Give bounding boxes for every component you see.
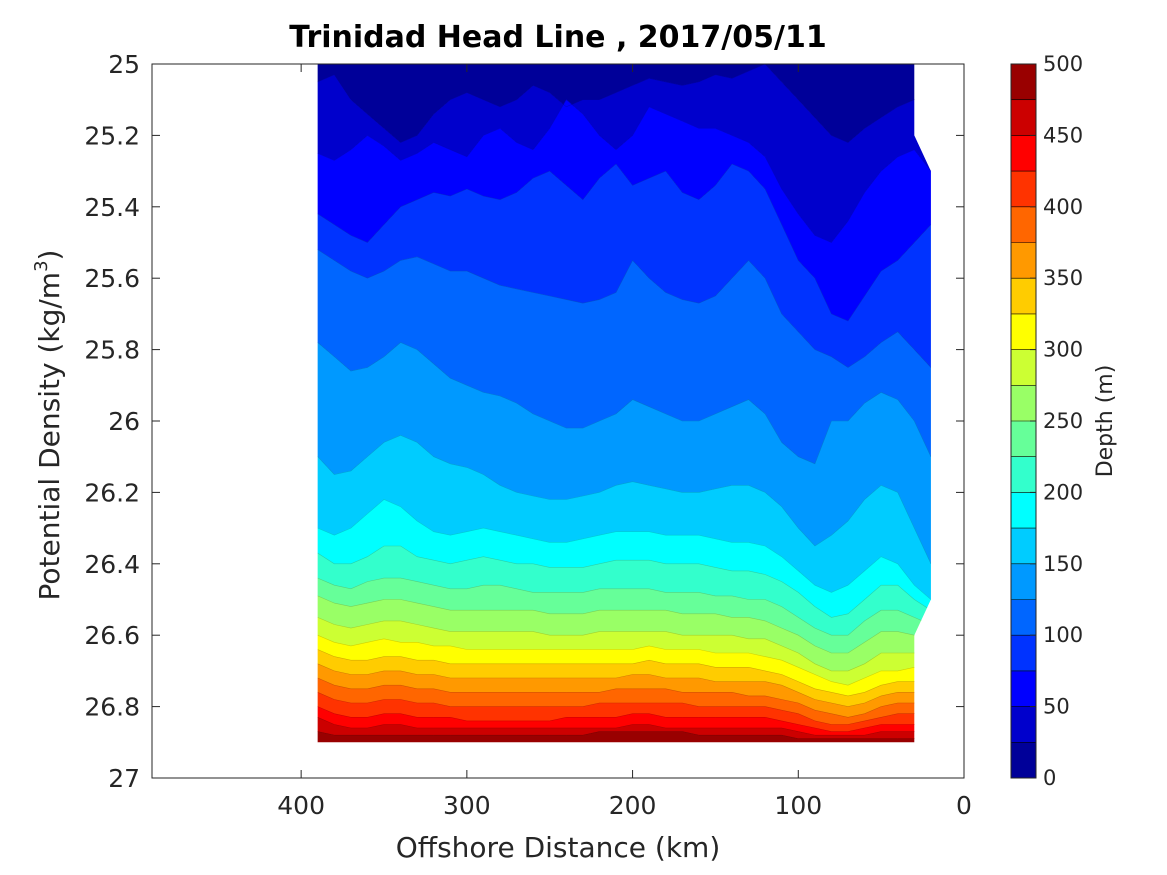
colorbar-swatch: [1011, 349, 1036, 386]
y-tick-label: 25: [108, 50, 140, 79]
colorbar-swatch: [1011, 456, 1036, 493]
contour-line-225: [317, 577, 931, 636]
colorbar-tick-label: 100: [1043, 623, 1083, 647]
contour-line-125: [317, 342, 931, 465]
y-tick-label: 26.8: [84, 693, 140, 722]
contour-fill-group: [317, 64, 931, 743]
y-tick-label: 27: [108, 764, 140, 793]
contour-line-175: [317, 499, 931, 600]
colorbar-swatch: [1011, 421, 1036, 458]
colorbar-swatch: [1011, 742, 1036, 779]
y-axis-label-superscript: 3: [31, 260, 52, 271]
y-tick-label: 25.4: [84, 193, 140, 222]
y-axis-label-close: ): [33, 250, 66, 261]
x-tick-label: 300: [443, 791, 491, 820]
contour-line-150: [317, 434, 931, 564]
y-tick-label: 25.2: [84, 121, 140, 150]
colorbar-tick-label: 400: [1043, 195, 1083, 219]
y-tick-label: 26.2: [84, 478, 140, 507]
x-tick-label: 0: [956, 791, 972, 820]
colorbar-swatch: [1011, 99, 1036, 136]
colorbar: [1011, 64, 1036, 779]
colorbar-swatch: [1011, 206, 1036, 243]
contour-line-75: [317, 163, 931, 322]
y-axis-label-main: Potential Density (kg/m: [33, 272, 66, 601]
colorbar-label: Depth (m): [1093, 365, 1118, 478]
y-axis: 25 25.2 25.4 25.6 25.8 26 26.2 26.4 26.6 26.8 27: [84, 50, 964, 793]
contour-line-275: [317, 617, 931, 672]
colorbar-ticks: 0 50 100 150 200 250 300 350 400 450 500: [1030, 52, 1083, 790]
colorbar-swatch: [1011, 528, 1036, 565]
colorbar-swatch: [1011, 563, 1036, 600]
colorbar-tick-label: 50: [1043, 695, 1070, 719]
contour-line-200: [317, 545, 931, 618]
colorbar-swatch: [1011, 64, 1036, 101]
x-axis-label: Offshore Distance (km): [396, 831, 721, 864]
colorbar-swatch: [1011, 278, 1036, 315]
colorbar-tick-label: 300: [1043, 338, 1083, 362]
y-tick-label: 25.8: [84, 336, 140, 365]
colorbar-tick-label: 450: [1043, 123, 1083, 147]
colorbar-swatch: [1011, 492, 1036, 529]
contour-line-375: [317, 677, 931, 718]
colorbar-swatch: [1011, 670, 1036, 707]
colorbar-tick-label: 200: [1043, 480, 1083, 504]
colorbar-swatch: [1011, 135, 1036, 172]
contour-line-100: [317, 249, 931, 368]
colorbar-swatch: [1011, 599, 1036, 636]
contour-line-350: [317, 663, 931, 707]
colorbar-swatch: [1011, 171, 1036, 208]
colorbar-swatch: [1011, 385, 1036, 422]
colorbar-tick-label: 0: [1043, 766, 1056, 790]
colorbar-swatch: [1011, 313, 1036, 350]
colorbar-swatch: [1011, 706, 1036, 743]
x-tick-label: 200: [609, 791, 657, 820]
contour-line-400: [317, 692, 931, 725]
x-tick-label: 100: [774, 791, 822, 820]
contour-line-425: [317, 706, 931, 732]
contour-line-25: [317, 64, 931, 143]
y-tick-label: 26.4: [84, 550, 140, 579]
contour-line-50: [317, 99, 931, 243]
contour-line-450: [317, 717, 931, 736]
colorbar-swatch: [1011, 635, 1036, 672]
contour-line-325: [317, 649, 931, 697]
colorbar-tick-label: 500: [1043, 52, 1083, 76]
chart-title: Trinidad Head Line , 2017/05/11: [289, 20, 826, 55]
x-tick-label: 400: [277, 791, 325, 820]
contour-line-250: [317, 595, 931, 654]
contour-band-475-500: [317, 731, 931, 743]
colorbar-tick-label: 350: [1043, 266, 1083, 290]
contour-line-475: [317, 731, 931, 739]
y-axis-label: Potential Density (kg/m3): [31, 250, 66, 601]
y-tick-label: 26.6: [84, 621, 140, 650]
colorbar-tick-label: 250: [1043, 409, 1083, 433]
y-tick-label: 25.6: [84, 264, 140, 293]
colorbar-tick-label: 150: [1043, 552, 1083, 576]
contour-line-300: [317, 634, 931, 686]
x-axis: 400 300 200 100 0: [277, 64, 972, 820]
y-tick-label: 26: [108, 407, 140, 436]
colorbar-swatch: [1011, 242, 1036, 279]
